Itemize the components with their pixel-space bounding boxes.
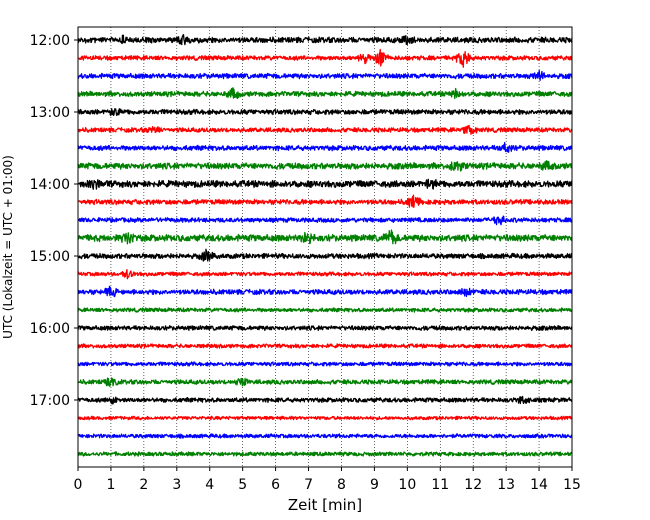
x-tick-label: 10 [398,477,416,493]
x-tick-label: 2 [139,477,148,493]
x-tick-label: 8 [337,477,346,493]
plot-frame [77,26,573,468]
x-axis-label: Zeit [min] [288,496,362,514]
x-tick-label: 5 [238,477,247,493]
trace-row-1715 [77,415,573,421]
trace-row-1445 [77,229,573,245]
y-tick-label: 14:00 [30,177,70,193]
trace-row-1500 [77,248,573,262]
trace-row-1200 [77,34,573,46]
trace-row-1415 [77,194,573,208]
x-tick-label: 15 [563,477,581,493]
traces-layer [77,34,573,457]
x-tick-label: 7 [304,477,313,493]
trace-row-1230 [77,69,573,81]
trace-row-1630 [77,361,573,367]
x-tick-label: 0 [74,477,83,493]
trace-row-1745 [77,451,573,457]
y-tick-label: 16:00 [30,321,70,337]
y-tick-label: 12:00 [30,33,70,49]
x-tick-label: 1 [106,477,115,493]
trace-row-1645 [77,377,573,387]
y-axis-ticks: 12:00 13:00 14:00 15:00 16:00 17:00 [30,33,78,409]
x-tick-label: 6 [271,477,280,493]
trace-row-1615 [77,343,573,349]
trace-row-1300 [77,108,573,117]
y-axis-label: UTC (Lokalzeit = UTC + 01:00) [1,155,15,339]
trace-row-1315 [77,124,573,135]
x-tick-label: 13 [497,477,515,493]
x-tick-label: 11 [431,477,449,493]
trace-row-1730 [77,433,573,439]
y-tick-label: 13:00 [30,105,70,121]
trace-row-1245 [77,87,573,100]
trace-row-1545 [77,307,573,313]
trace-row-1700 [77,395,573,405]
x-axis-ticks: 0 1 2 3 4 5 6 7 8 9 10 11 12 13 14 15 [74,467,581,493]
x-tick-label: 9 [370,477,379,493]
y-tick-label: 17:00 [30,393,70,409]
trace-row-1530 [77,285,573,298]
trace-row-1345 [77,160,573,172]
trace-row-1430 [77,215,573,226]
trace-row-1515 [77,269,573,280]
trace-row-1330 [77,142,573,153]
y-tick-label: 15:00 [30,249,70,265]
x-tick-label: 3 [172,477,181,493]
grid-lines [110,27,540,467]
x-tick-label: 14 [530,477,548,493]
x-tick-label: 4 [205,477,214,493]
trace-row-1215 [77,48,573,68]
x-tick-label: 12 [464,477,482,493]
trace-row-1400 [77,178,573,190]
trace-row-1600 [77,324,573,331]
